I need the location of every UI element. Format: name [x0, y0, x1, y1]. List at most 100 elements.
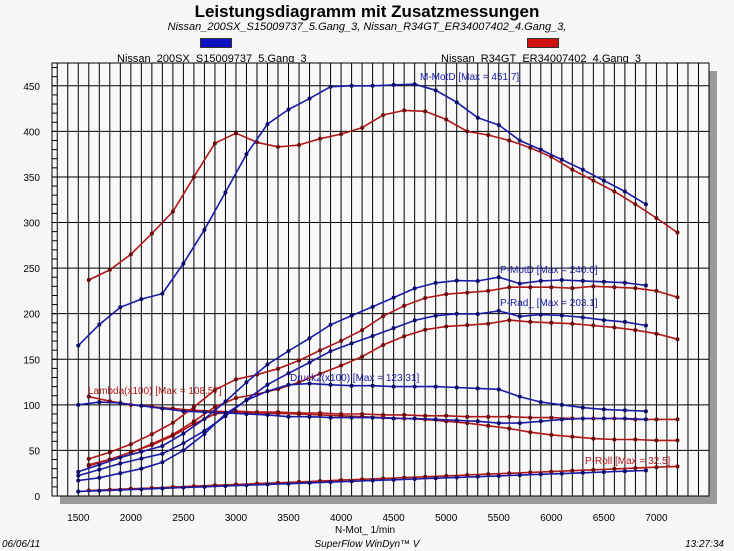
data-point: [160, 451, 165, 456]
data-point: [507, 471, 512, 476]
data-point: [160, 486, 165, 491]
data-point: [76, 489, 81, 494]
data-point: [444, 413, 449, 418]
data-point: [318, 348, 323, 353]
data-point: [202, 416, 207, 421]
data-point: [528, 430, 533, 435]
data-point: [212, 405, 217, 410]
data-point: [391, 82, 396, 87]
data-point: [297, 380, 302, 385]
data-point: [139, 487, 144, 492]
data-point: [433, 313, 438, 318]
data-point: [528, 145, 533, 150]
data-point: [370, 478, 375, 483]
data-point: [181, 409, 186, 414]
data-point: [286, 107, 291, 112]
data-point: [538, 400, 543, 405]
y-tick-label: 200: [23, 310, 40, 321]
data-point: [591, 284, 596, 289]
x-tick-label: 5500: [488, 513, 511, 524]
data-point: [486, 288, 491, 293]
data-point: [191, 405, 196, 410]
data-point: [223, 411, 228, 416]
data-point: [528, 319, 533, 324]
annotation-label: P-Roll [Max = 32.5]: [585, 456, 671, 467]
data-point: [339, 363, 344, 368]
x-tick-label: 3000: [225, 513, 248, 524]
data-point: [370, 383, 375, 388]
data-point: [633, 466, 638, 471]
data-point: [349, 341, 354, 346]
data-point: [328, 322, 333, 327]
data-point: [486, 472, 491, 477]
data-point: [391, 295, 396, 300]
data-point: [244, 483, 249, 488]
data-point: [654, 288, 659, 293]
data-point: [160, 444, 165, 449]
data-point: [591, 436, 596, 441]
x-tick-label: 7000: [645, 513, 668, 524]
data-point: [612, 325, 617, 330]
data-point: [286, 382, 291, 387]
data-point: [139, 466, 144, 471]
data-point: [496, 122, 501, 127]
data-point: [202, 227, 207, 232]
data-point: [160, 291, 165, 296]
data-point: [181, 441, 186, 446]
data-point: [507, 138, 512, 143]
data-point: [339, 132, 344, 137]
y-tick-label: 0: [34, 492, 40, 503]
data-point: [265, 389, 270, 394]
data-point: [307, 381, 312, 386]
data-point: [76, 478, 81, 483]
data-point: [370, 83, 375, 88]
data-point: [139, 403, 144, 408]
data-point: [212, 141, 217, 146]
data-point: [212, 388, 217, 393]
data-point: [139, 449, 144, 454]
data-point: [307, 336, 312, 341]
data-point: [191, 419, 196, 424]
data-point: [454, 418, 459, 423]
x-tick-label: 1500: [67, 513, 90, 524]
footer-date: 06/06/11: [2, 539, 41, 550]
legend-swatch-r34gt: [527, 38, 559, 48]
data-point: [286, 481, 291, 486]
annotation-label: Druck2(x100) [Max = 123.31]: [290, 373, 419, 384]
data-point: [454, 100, 459, 105]
data-point: [622, 319, 627, 324]
data-point: [580, 278, 585, 283]
data-point: [591, 467, 596, 472]
data-point: [643, 323, 648, 328]
data-point: [370, 304, 375, 309]
data-point: [128, 450, 133, 455]
data-point: [370, 415, 375, 420]
data-point: [118, 401, 123, 406]
annotation-label: P-MotD [Max = 240.0]: [500, 265, 598, 276]
data-point: [412, 416, 417, 421]
series-line-200sx-m-motd: [77, 83, 647, 347]
data-point: [128, 442, 133, 447]
data-point: [265, 122, 270, 127]
data-point: [633, 328, 638, 333]
data-point: [559, 402, 564, 407]
plot-area: [51, 62, 710, 497]
data-point: [612, 285, 617, 290]
data-point: [202, 484, 207, 489]
data-point: [339, 338, 344, 343]
x-axis-label: N-Mot_ 1/min: [335, 525, 395, 536]
data-point: [265, 482, 270, 487]
data-point: [297, 143, 302, 148]
data-point: [76, 402, 81, 407]
data-point: [444, 324, 449, 329]
data-point: [223, 483, 228, 488]
y-tick-label: 50: [29, 446, 41, 457]
data-point: [86, 394, 91, 399]
data-point: [454, 475, 459, 480]
data-point: [265, 412, 270, 417]
data-point: [570, 434, 575, 439]
data-point: [118, 487, 123, 492]
data-point: [601, 318, 606, 323]
data-point: [412, 318, 417, 323]
data-point: [118, 455, 123, 460]
